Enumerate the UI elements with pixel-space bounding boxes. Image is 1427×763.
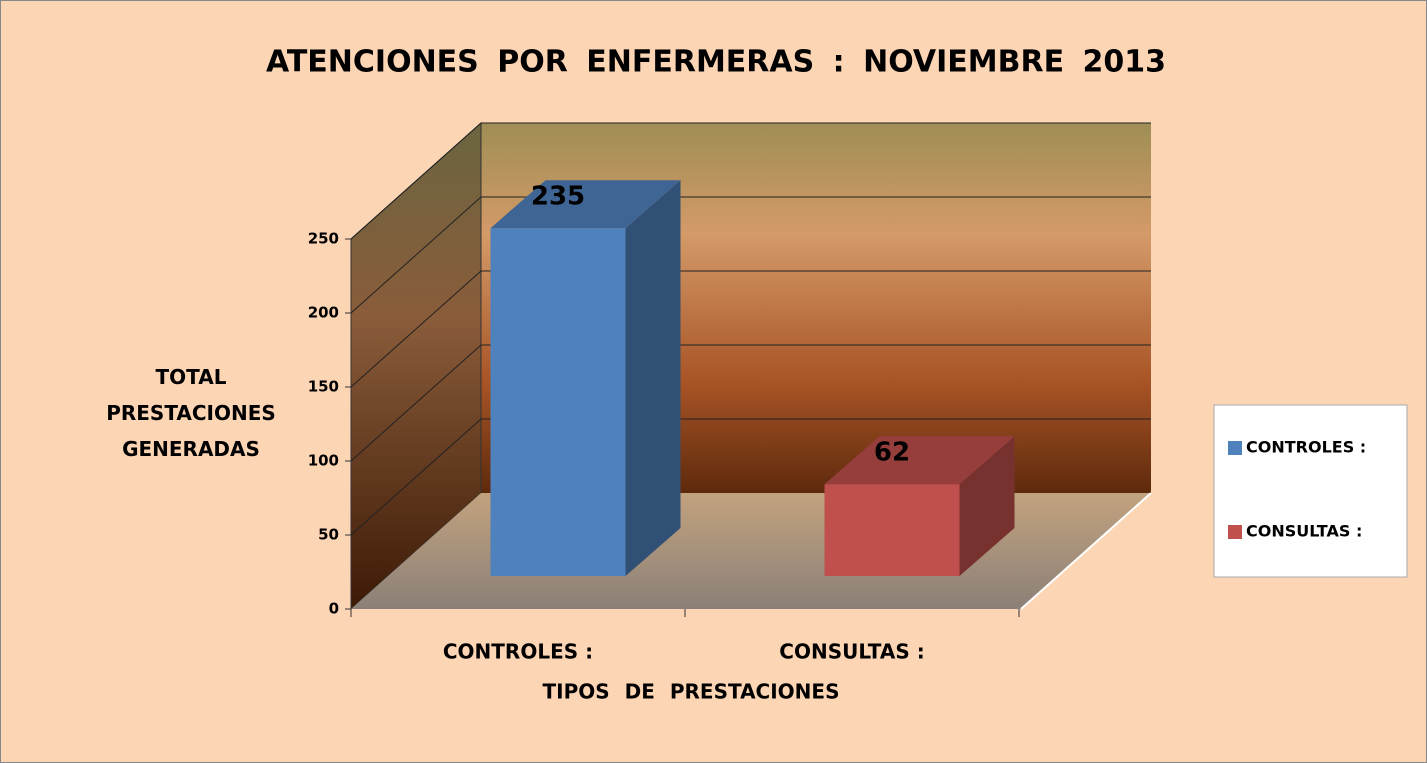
grid-line [350, 344, 482, 462]
legend-swatch [1228, 525, 1242, 539]
data-label: 235 [531, 182, 585, 212]
y-tick-label: 150 [308, 378, 339, 396]
y-tick-label: 250 [308, 230, 339, 248]
chart-title: ATENCIONES POR ENFERMERAS : NOVIEMBRE 20… [266, 45, 1166, 80]
legend-swatch [1228, 441, 1242, 455]
grid-line [350, 418, 482, 536]
grid-line [350, 122, 482, 240]
grid-line [350, 270, 482, 388]
y-tick-label: 0 [329, 600, 339, 618]
y-axis-title: TOTAL PRESTACIONES GENERADAS [106, 365, 276, 461]
y-tick-label: 200 [308, 304, 339, 322]
legend-label: CONSULTAS : [1246, 522, 1362, 541]
legend-label: CONTROLES : [1246, 438, 1366, 457]
bar-side [625, 180, 681, 576]
y-tick-label: 50 [318, 526, 339, 544]
bar [824, 484, 960, 576]
bar-top [824, 436, 1015, 485]
data-label: 62 [874, 438, 910, 468]
x-tick-label: CONTROLES : [443, 640, 593, 664]
legend [1213, 404, 1408, 578]
x-axis-title: TIPOS DE PRESTACIONES [543, 680, 840, 704]
x-tick-label: CONSULTAS : [779, 640, 924, 664]
bar-top [490, 180, 681, 229]
grid-line [350, 196, 482, 314]
floor-edge [1020, 492, 1152, 610]
y-tick-label: 100 [308, 452, 339, 470]
bar [490, 228, 626, 576]
floor [351, 493, 1151, 609]
bar-side [959, 436, 1015, 576]
